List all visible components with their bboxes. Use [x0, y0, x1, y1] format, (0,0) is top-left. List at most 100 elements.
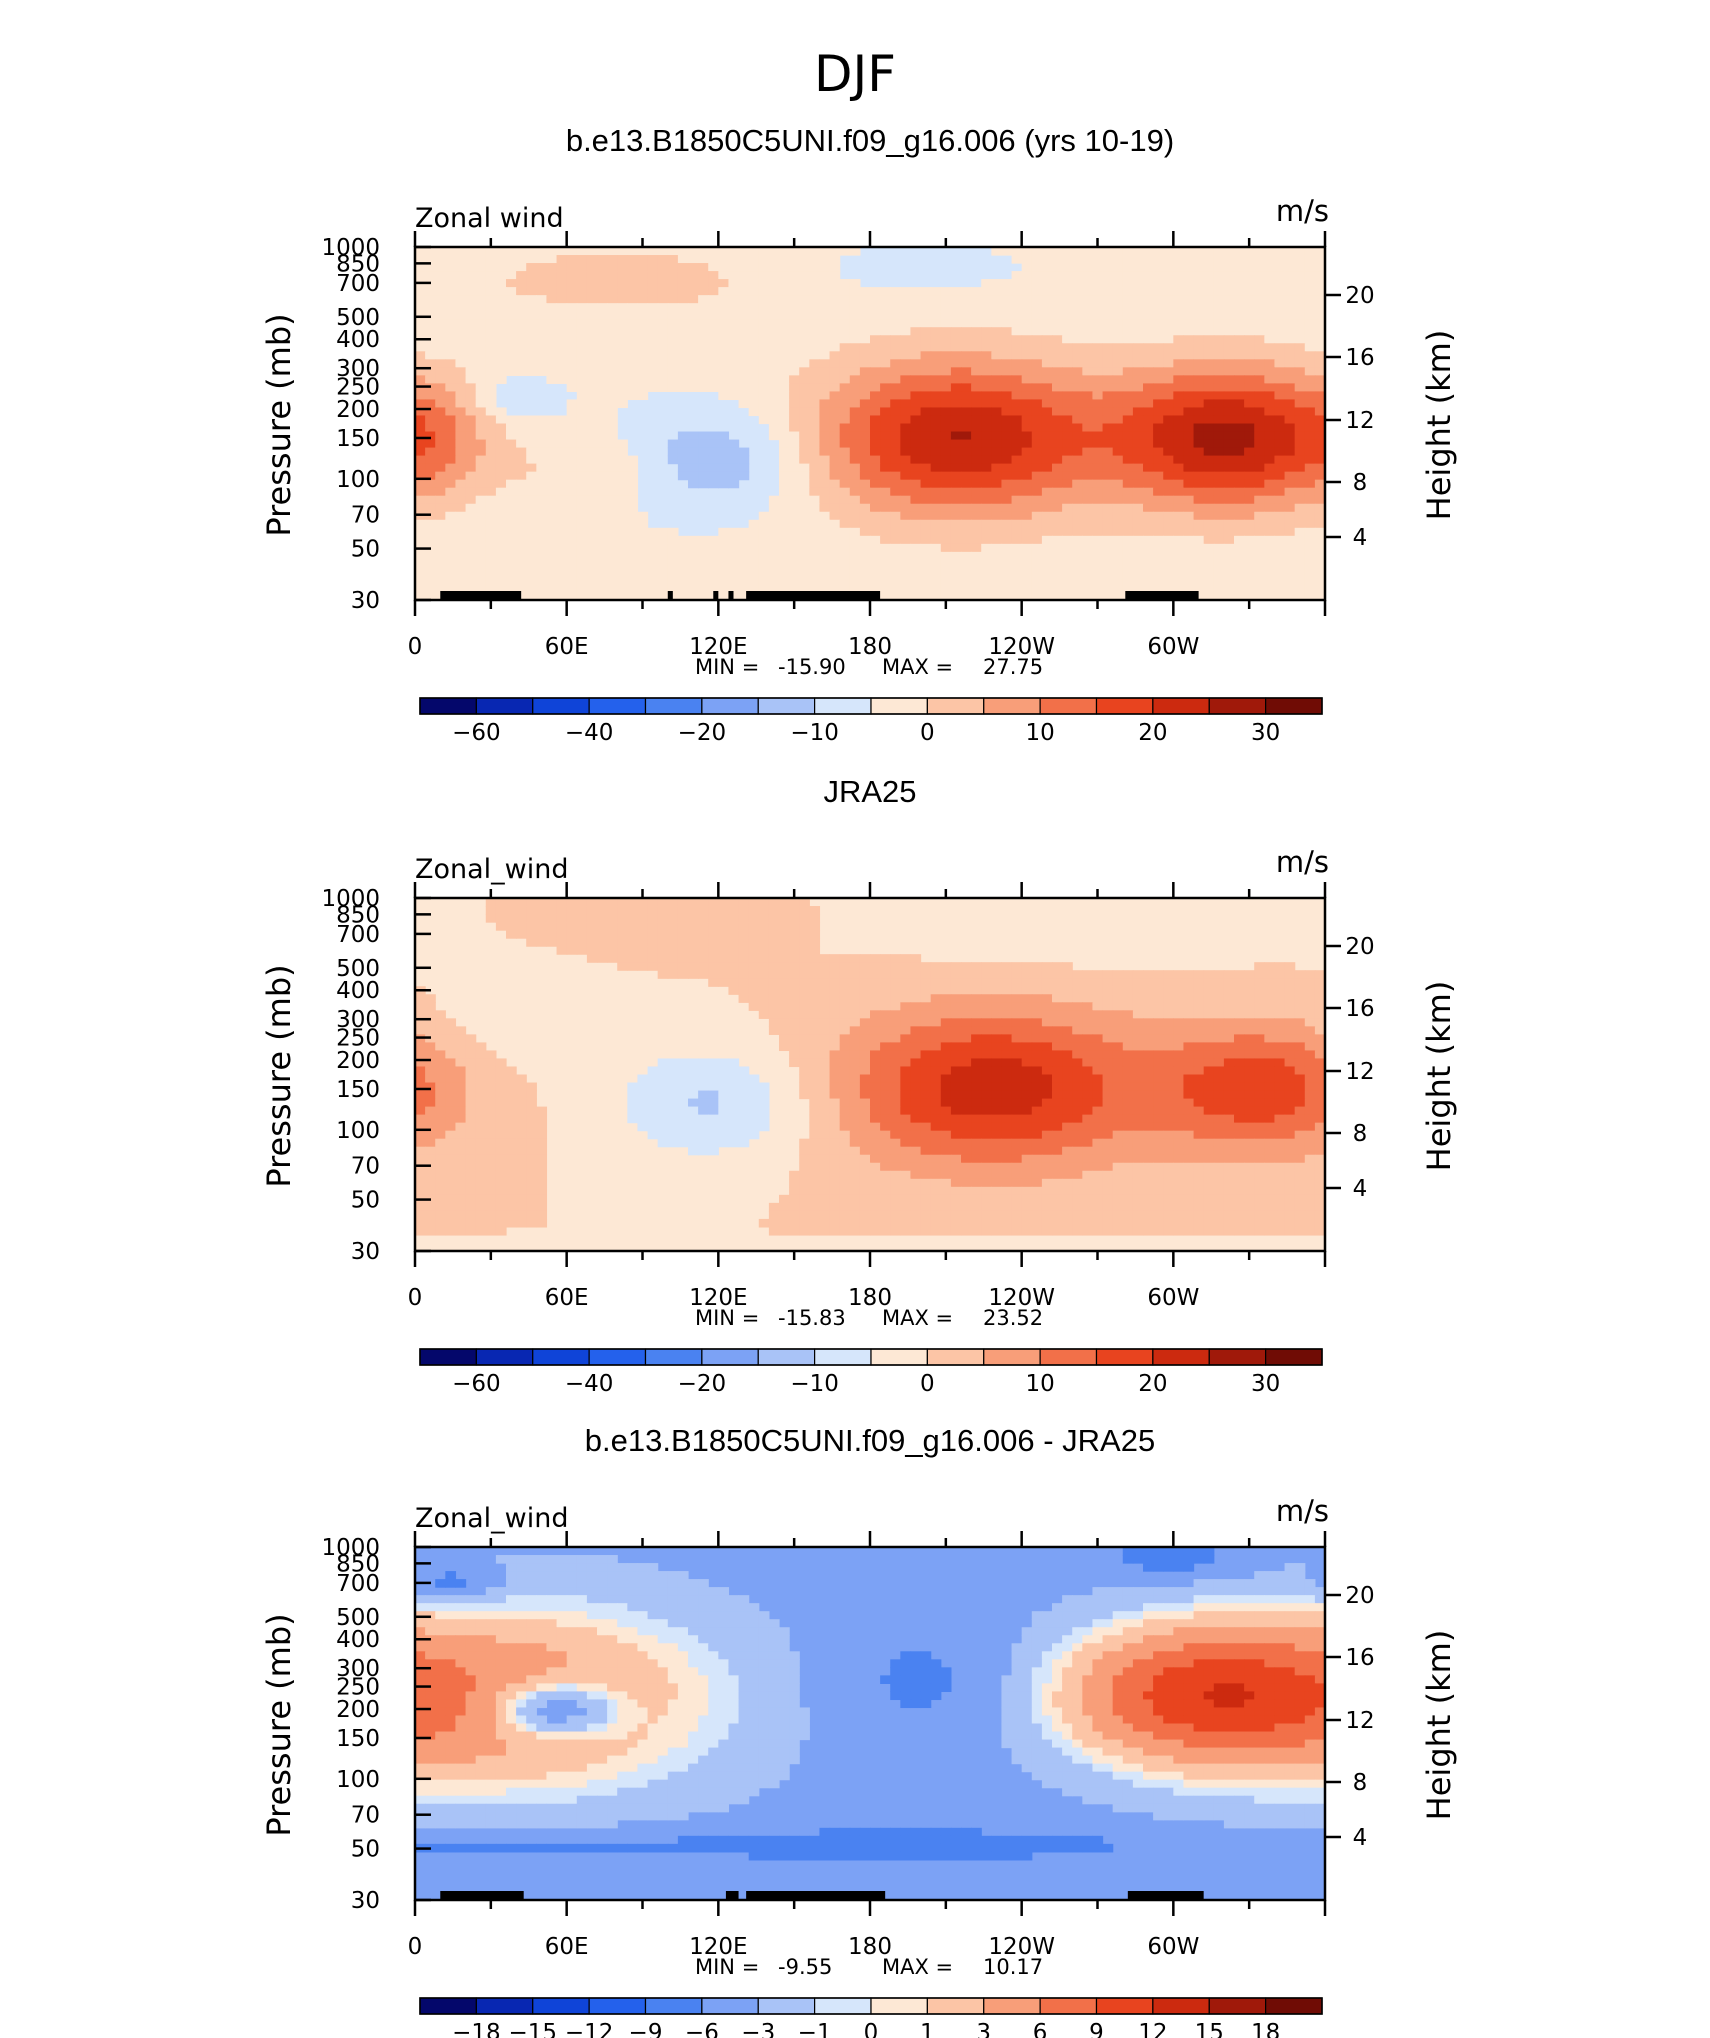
field-cell: [708, 311, 719, 320]
field-cell: [1244, 431, 1255, 441]
field-cell: [1264, 423, 1276, 433]
field-cell: [1011, 1074, 1023, 1084]
field-cell: [829, 519, 841, 529]
field-cell: [900, 447, 912, 457]
field-cell: [647, 303, 659, 312]
field-cell: [1082, 535, 1094, 545]
field-cell: [516, 543, 527, 553]
field-cell: [1011, 1018, 1023, 1027]
field-cell: [1153, 455, 1164, 465]
field-cell: [839, 375, 851, 384]
field-cell: [1244, 1034, 1255, 1044]
field-cell: [1193, 1050, 1205, 1060]
field-cell: [1153, 495, 1164, 505]
field-cell: [1062, 439, 1073, 449]
field-cell: [536, 247, 548, 256]
field-cell: [910, 375, 922, 384]
field-cell: [1072, 559, 1083, 569]
field-cell: [1223, 327, 1235, 336]
field-cell: [637, 247, 649, 256]
field-cell: [415, 511, 426, 521]
field-cell: [657, 551, 669, 561]
field-cell: [1284, 271, 1296, 280]
field-cell: [799, 479, 810, 489]
field-cell: [597, 311, 608, 320]
field-cell: [485, 1082, 497, 1092]
field-cell: [880, 383, 891, 393]
field-cell: [1072, 1026, 1083, 1035]
field-cell: [637, 287, 649, 296]
field-cell: [880, 551, 891, 561]
field-cell: [880, 527, 891, 537]
field-cell: [1284, 1050, 1296, 1060]
field-cell: [506, 351, 517, 360]
field-cell: [1284, 455, 1296, 465]
field-cell: [961, 1026, 972, 1035]
field-cell: [849, 423, 861, 433]
field-cell: [566, 495, 578, 505]
field-cell: [455, 415, 467, 425]
field-cell: [910, 1034, 922, 1044]
field-cell: [880, 559, 891, 569]
field-cell: [415, 311, 426, 320]
field-cell: [748, 295, 760, 304]
field-cell: [1021, 1034, 1033, 1044]
field-cell: [1163, 279, 1174, 288]
field-cell: [1183, 263, 1195, 272]
field-cell: [1001, 375, 1013, 384]
field-cell: [445, 511, 457, 521]
field-cell: [576, 279, 588, 288]
field-cell: [1294, 1050, 1306, 1060]
field-cell: [1274, 567, 1286, 577]
field-cell: [1092, 986, 1104, 995]
field-cell: [415, 351, 426, 360]
field-cell: [1244, 391, 1255, 401]
field-cell: [1011, 543, 1023, 553]
field-cell: [556, 551, 568, 561]
field-cell: [971, 295, 982, 304]
field-cell: [738, 527, 750, 537]
field-cell: [880, 319, 891, 328]
field-cell: [597, 375, 608, 384]
field-cell: [445, 535, 457, 545]
field-cell: [1143, 343, 1154, 352]
field-cell: [445, 487, 457, 497]
field-cell: [1163, 383, 1174, 393]
field-cell: [789, 1034, 800, 1044]
field-cell: [728, 535, 740, 545]
field-cell: [1092, 279, 1104, 288]
field-cell: [870, 391, 881, 401]
field-cell: [506, 583, 517, 593]
field-cell: [789, 343, 800, 352]
field-cell: [981, 583, 992, 593]
field-cell: [920, 367, 932, 376]
field-cell: [1163, 439, 1174, 449]
field-cell: [1203, 1066, 1215, 1076]
field-cell: [799, 511, 810, 521]
field-cell: [859, 439, 871, 449]
height-tick-label: 16: [1345, 345, 1374, 371]
field-cell: [738, 311, 750, 320]
field-cell: [920, 447, 932, 457]
field-cell: [981, 359, 992, 368]
field-cell: [536, 591, 548, 600]
field-cell: [597, 938, 608, 947]
field-cell: [1163, 1026, 1174, 1035]
field-cell: [1314, 567, 1325, 577]
field-cell: [768, 359, 780, 368]
field-cell: [556, 351, 568, 360]
field-cell: [779, 487, 790, 497]
field-cell: [1264, 978, 1276, 987]
field-cell: [748, 327, 760, 336]
field-cell: [738, 591, 750, 600]
field-cell: [708, 551, 719, 561]
field-cell: [1173, 287, 1185, 296]
field-cell: [900, 1026, 912, 1035]
field-cell: [971, 407, 982, 417]
field-cell: [415, 455, 426, 465]
field-cell: [768, 303, 780, 312]
field-cell: [1183, 559, 1195, 569]
field-cell: [1132, 551, 1144, 561]
field-cell: [677, 922, 689, 931]
field-cell: [870, 1034, 881, 1044]
